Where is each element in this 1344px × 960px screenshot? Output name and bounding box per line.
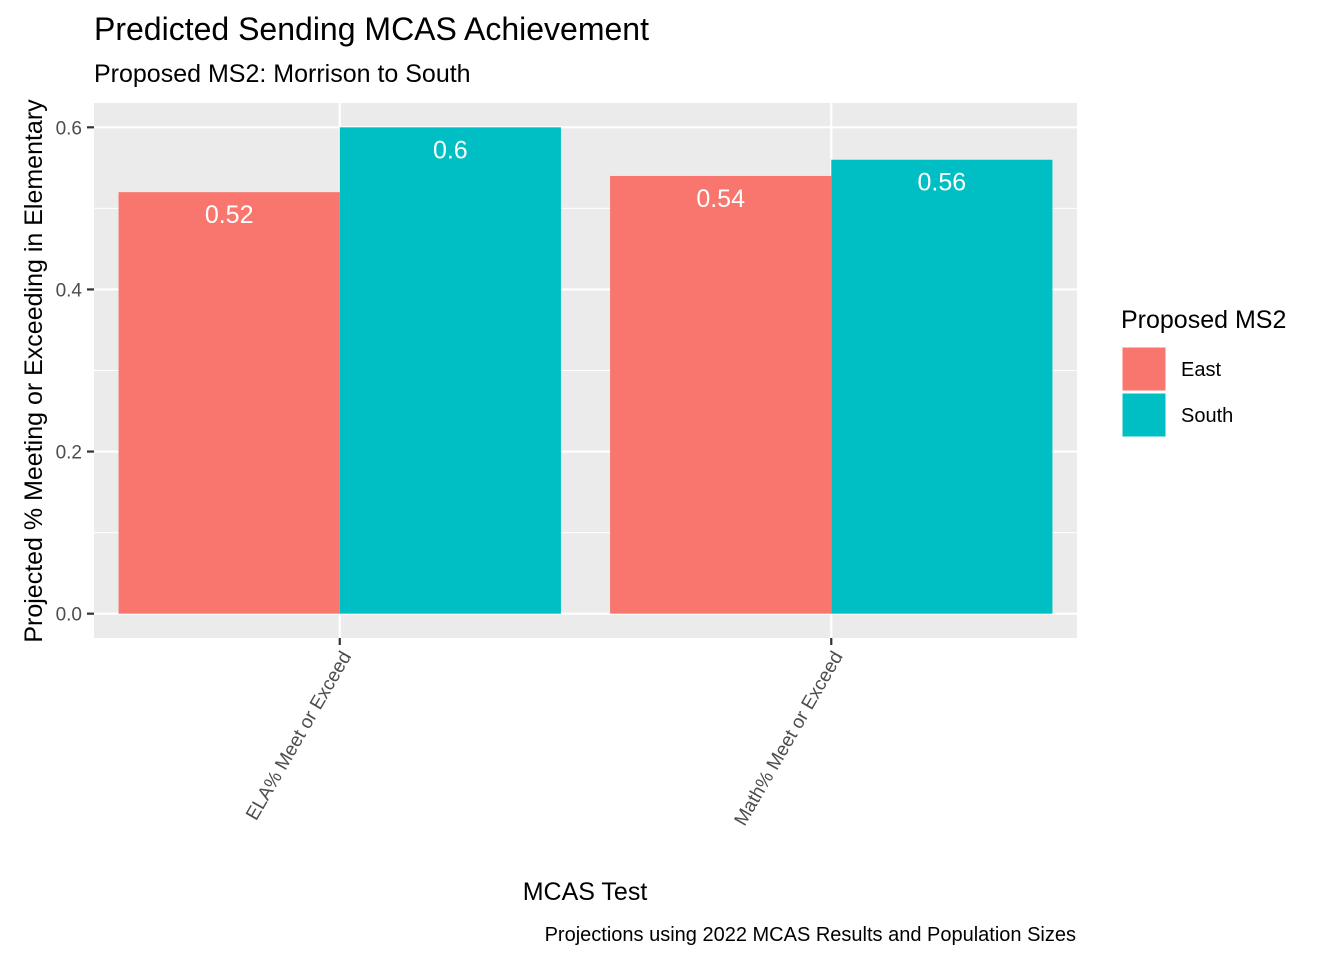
chart-subtitle: Proposed MS2: Morrison to South bbox=[94, 60, 471, 88]
chart-title: Predicted Sending MCAS Achievement bbox=[94, 11, 649, 47]
bars bbox=[118, 127, 1053, 614]
y-tick-label: 0.4 bbox=[56, 280, 83, 301]
bar-east bbox=[118, 192, 340, 614]
x-tick-label: Math% Meet or Exceed bbox=[731, 648, 848, 830]
x-tick-label: ELA% Meet or Exceed bbox=[242, 648, 356, 824]
bar-labels: 0.52 0.6 0.54 0.56 bbox=[205, 136, 966, 229]
bar-south bbox=[339, 127, 561, 614]
y-tick-label: 0.0 bbox=[56, 605, 82, 626]
bar-south bbox=[831, 159, 1053, 614]
legend-label-south: South bbox=[1181, 405, 1233, 427]
legend-key-south bbox=[1121, 392, 1167, 438]
y-tick-label: 0.2 bbox=[56, 443, 82, 464]
y-axis: 0.0 0.2 0.4 0.6 bbox=[56, 118, 94, 626]
bar-value-label: 0.52 bbox=[205, 201, 254, 229]
legend: East South bbox=[1121, 346, 1233, 438]
y-tick-label: 0.6 bbox=[56, 118, 82, 139]
legend-title: Proposed MS2 bbox=[1121, 306, 1286, 334]
x-axis: ELA% Meet or Exceed Math% Meet or Exceed bbox=[242, 638, 848, 830]
bar-value-label: 0.56 bbox=[918, 169, 967, 197]
bar-east bbox=[610, 175, 832, 614]
x-axis-title: MCAS Test bbox=[523, 878, 648, 906]
y-axis-title: Projected % Meeting or Exceeding in Elem… bbox=[20, 99, 48, 643]
bar-value-label: 0.54 bbox=[696, 185, 745, 213]
legend-key-east bbox=[1121, 346, 1167, 392]
chart-caption: Projections using 2022 MCAS Results and … bbox=[545, 924, 1076, 946]
bar-value-label: 0.6 bbox=[433, 136, 468, 164]
legend-label-east: East bbox=[1181, 359, 1221, 381]
